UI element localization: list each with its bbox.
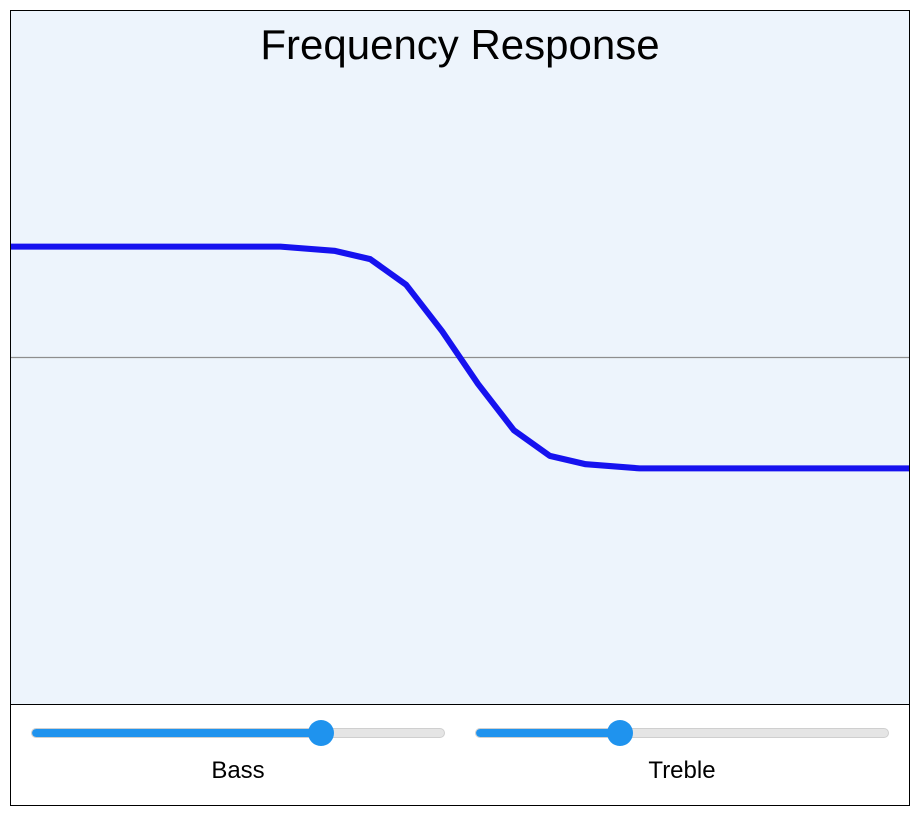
bass-slider-fill (32, 729, 320, 737)
frequency-response-panel: Frequency Response Bass (10, 10, 910, 806)
treble-slider-thumb[interactable] (607, 720, 633, 746)
treble-slider-group: Treble (475, 719, 889, 785)
frequency-response-chart (11, 11, 909, 704)
treble-slider-label: Treble (648, 757, 715, 785)
bass-slider-label: Bass (211, 757, 264, 785)
chart-area: Frequency Response (11, 11, 909, 705)
bass-slider[interactable] (31, 719, 445, 747)
bass-slider-track (31, 728, 445, 738)
treble-slider-track (475, 728, 889, 738)
treble-slider-fill (476, 729, 620, 737)
treble-slider[interactable] (475, 719, 889, 747)
bass-slider-group: Bass (31, 719, 445, 785)
bass-slider-thumb[interactable] (308, 720, 334, 746)
slider-controls: Bass Treble (11, 705, 909, 805)
chart-title: Frequency Response (11, 21, 909, 69)
